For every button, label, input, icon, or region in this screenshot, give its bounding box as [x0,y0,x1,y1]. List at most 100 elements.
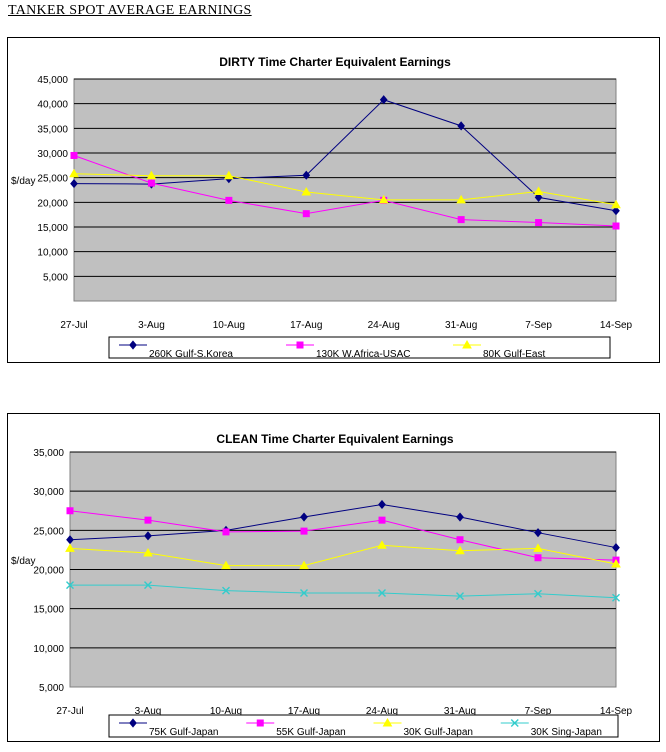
data-point [378,589,386,597]
data-point [147,179,155,187]
legend-label: 55K Gulf-Japan [276,727,346,738]
data-point [69,168,79,178]
y-tick-label: 30,000 [37,149,68,160]
data-point [378,194,389,204]
dirty-chart-title: DIRTY Time Charter Equivalent Earnings [219,55,451,69]
series-line [69,510,617,561]
x-tick-label: 3-Aug [135,706,162,717]
data-point [144,581,152,590]
series-30k-sing-japan [66,581,620,602]
dirty-chart-gridlines [74,78,616,277]
data-point [225,196,233,204]
data-point [223,170,234,180]
dirty-chart-legend: 260K Gulf-S.Korea 130K W.Africa-USAC 80K G… [108,336,611,360]
data-point [66,581,74,590]
data-point [377,540,387,549]
data-point [612,206,620,216]
legend-item-30k-sing-japan: 30K Sing-Japan [500,719,602,738]
legend-marker [296,341,304,349]
data-point [456,592,464,601]
data-point [534,589,542,598]
legend-marker [129,340,137,350]
page-title: TANKER SPOT AVERAGE EARNINGS [8,3,252,18]
data-point [533,186,544,195]
x-tick-label: 10-Aug [213,320,245,331]
data-point [612,593,620,602]
y-tick-label: 35,000 [37,124,68,135]
x-tick-label: 14-Sep [600,320,633,331]
legend-item-75k-gulf-japan: 75K Gulf-Japan [119,718,219,738]
data-point [146,170,157,180]
y-tick-label: 15,000 [37,223,68,234]
data-point [457,121,465,131]
legend-item-260k-gulf-s-korea: 260K Gulf-S.Korea [119,340,233,360]
x-tick-label: 7-Sep [525,706,552,717]
x-tick-label: 27-Jul [60,320,87,331]
data-point [65,543,75,552]
data-point [299,560,309,570]
clean-chart-y-axis-label: $/day [11,556,35,567]
y-tick-label: 45,000 [37,75,68,86]
legend-item-130k-w-africa-usac: 130K W.Africa-USAC [286,341,410,360]
clean-chart: CLEAN Time Charter Equivalent Earnings 5,… [11,432,633,738]
y-tick-label: 40,000 [37,100,68,111]
data-point [300,512,308,522]
y-tick-label: 10,000 [33,644,64,655]
x-tick-label: 7-Sep [525,320,552,331]
series-line [70,584,617,599]
data-point [456,194,467,204]
legend-box [108,336,611,359]
data-point [611,559,621,568]
x-tick-label: 17-Aug [290,320,322,331]
clean-chart-panel: CLEAN Time Charter Equivalent Earnings 5,… [7,413,660,742]
data-point [66,507,74,515]
x-tick-label: 31-Aug [444,706,476,717]
dirty-chart: DIRTY Time Charter Equivalent Earnings 5,… [11,55,633,360]
x-tick-label: 24-Aug [366,706,398,717]
legend-label: 30K Gulf-Japan [404,727,474,738]
legend-box [108,714,619,738]
legend-item-55k-gulf-japan: 55K Gulf-Japan [246,719,346,738]
legend-marker [129,718,137,728]
series-80k-gulf-east [69,168,621,209]
series-line [69,503,617,549]
legend-label: 75K Gulf-Japan [149,727,219,738]
clean-chart-y-axis-ticks: 5,000 10,000 15,000 20,000 25,000 30,000 35,00… [33,448,64,694]
data-point [143,548,153,557]
data-point [301,186,312,196]
dirty-chart-plot-area [73,78,617,302]
data-point [379,95,388,105]
data-point [222,528,230,536]
legend-label: 80K Gulf-East [483,349,545,360]
data-point [222,586,230,595]
data-point [70,151,78,159]
clean-chart-title: CLEAN Time Charter Equivalent Earnings [216,432,453,446]
y-tick-label: 5,000 [43,272,68,283]
dirty-chart-panel: DIRTY Time Charter Equivalent Earnings 5,… [7,37,660,363]
data-point [457,216,465,224]
data-point [300,589,308,597]
x-tick-label: 27-Jul [56,706,83,717]
legend-item-80k-gulf-east: 80K Gulf-East [453,339,545,360]
data-point [534,554,542,562]
legend-marker [510,719,519,727]
y-tick-label: 5,000 [39,683,64,694]
x-tick-label: 31-Aug [445,320,477,331]
data-point [302,210,310,218]
y-tick-label: 30,000 [33,487,64,498]
x-tick-label: 17-Aug [288,706,320,717]
series-line [73,173,617,206]
x-tick-label: 10-Aug [210,706,242,717]
data-point [144,531,152,541]
data-point [455,545,465,555]
data-point [534,528,542,538]
legend-label: 30K Sing-Japan [531,727,602,738]
series-30k-gulf-japan [65,540,621,570]
data-point [612,542,620,553]
x-tick-label: 14-Sep [600,706,633,717]
x-tick-label: 3-Aug [138,320,165,331]
legend-marker [462,339,472,349]
series-line [69,544,617,567]
data-point [70,179,78,189]
y-tick-label: 15,000 [33,605,64,616]
